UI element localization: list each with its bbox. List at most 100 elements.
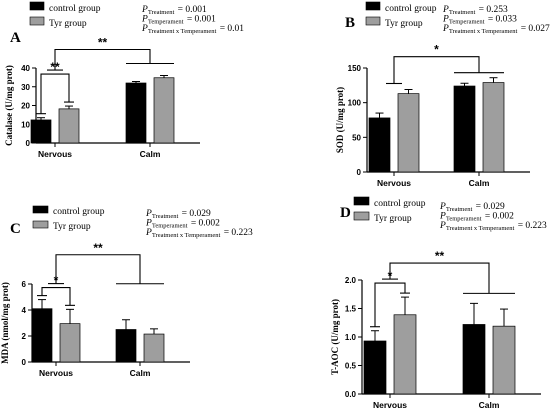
bar-control-calm [453,85,476,173]
panel-label: D [340,205,351,221]
x-tick-label: Nervous [38,149,72,159]
bar-tyr-calm [482,82,505,173]
between-bracket [389,262,490,294]
stat-label: Treatment x Temperament [449,28,518,35]
stat-line: PTemperament = 0.001 [141,15,216,26]
y-tick-label: 4 [22,306,27,315]
y-tick-label: 2 [22,332,27,341]
legend-swatch-control [29,1,45,11]
stat-line: PTreatment x Temperament = 0.223 [439,221,547,232]
bar-tyr-calm [492,325,516,395]
significance-marker: ** [93,241,103,255]
y-axis-label: MDA (nmol/mg prot) [0,282,10,364]
stat-label: Treatment [446,206,473,213]
stat-line: PTreatment x Temperament = 0.223 [145,228,253,239]
stat-label: Temperament [152,223,188,230]
stat-line: PTemperament = 0.002 [145,219,220,230]
bar-tyr-calm [153,77,175,144]
stat-p: P [141,5,148,15]
stat-label: Treatment x Temperament [446,225,515,232]
legend-swatch-control [32,205,49,214]
bar-tyr-nervous [393,314,417,395]
stat-label: Treatment [152,213,179,220]
y-tick-label: 10 [21,120,30,129]
between-bracket [54,48,151,71]
y-axis-label: T-AOC (U/mg prot) [330,299,340,375]
bar-control-nervous [363,340,387,395]
x-tick-label: Nervous [39,368,73,378]
y-tick-label: 30 [21,83,30,92]
stat-value: = 0.029 [179,209,211,219]
stat-p: P [141,15,148,25]
bar-control-nervous [30,119,52,144]
stat-p: P [442,24,449,34]
legend-swatch-tyr [29,16,45,26]
stat-label: Treatment x Temperament [152,232,221,239]
bar-tyr-nervous [397,93,420,173]
x-tick-label: Calm [469,178,490,188]
legend-swatch-tyr [365,16,381,26]
stat-label: Temperament [446,216,482,223]
stat-value: = 0.001 [184,15,216,25]
legend-label-control: control group [374,199,426,209]
y-tick-label: 0.0 [345,390,357,399]
stat-value: = 0.223 [515,221,547,231]
y-axis-label: SOD (U/mg prot) [335,87,345,153]
stat-label: Temperament [148,19,184,26]
y-axis-label: Catalase (U/mg prot) [4,65,14,146]
significance-marker: ** [98,36,108,50]
y-tick-label: 1.5 [345,305,357,314]
panel-label: C [10,221,21,237]
stat-value: = 0.027 [518,24,550,34]
stat-p: P [145,219,152,229]
panel-label: B [345,15,355,31]
legend-label-tyr: Tyr group [374,214,412,224]
stat-value: = 0.001 [175,5,207,15]
y-tick-label: 0 [22,358,27,367]
y-tick-label: 40 [21,64,30,73]
legend-label-tyr: Tyr group [49,19,87,29]
x-tick-label: Nervous [377,178,411,188]
x-tick-label: Calm [479,400,500,410]
bar-tyr-nervous [59,323,81,363]
bar-control-calm [125,82,147,144]
legend-swatch-tyr [353,211,370,221]
stat-p: P [145,228,152,238]
y-tick-label: 50 [352,133,361,142]
stat-line: PTreatment x Temperament = 0.027 [442,24,550,35]
legend-swatch-tyr [32,220,49,229]
bar-control-calm [115,329,137,363]
stat-value: = 0.002 [482,212,514,222]
within-bracket [40,73,70,114]
stat-p: P [442,5,449,15]
x-tick-label: Calm [130,368,151,378]
legend-swatch-control [365,1,381,11]
legend-label-control: control group [49,4,101,14]
between-bracket [55,254,141,284]
legend-swatch-control [353,196,370,206]
bar-control-calm [462,324,486,395]
stat-p: P [439,202,446,212]
y-tick-label: 6 [22,280,27,289]
y-tick-label: 0.5 [345,362,357,371]
x-tick-label: Calm [140,149,161,159]
y-tick-label: 100 [348,99,362,108]
legend-label-control: control group [53,207,105,217]
panel-label: A [10,30,21,46]
stat-label: Treatment [148,9,175,16]
bar-control-nervous [31,308,53,363]
stat-line: PTemperament = 0.002 [439,212,514,223]
y-tick-label: 2.0 [345,276,357,285]
bar-control-nervous [368,117,391,173]
stat-line: PTreatment = 0.029 [439,202,505,213]
stat-value: = 0.01 [217,24,244,34]
y-tick-label: 0 [357,168,362,177]
y-tick-label: 150 [348,64,362,73]
stat-line: PTreatment = 0.001 [141,5,207,16]
bar-tyr-calm [143,333,165,363]
stat-value: = 0.002 [188,219,220,229]
